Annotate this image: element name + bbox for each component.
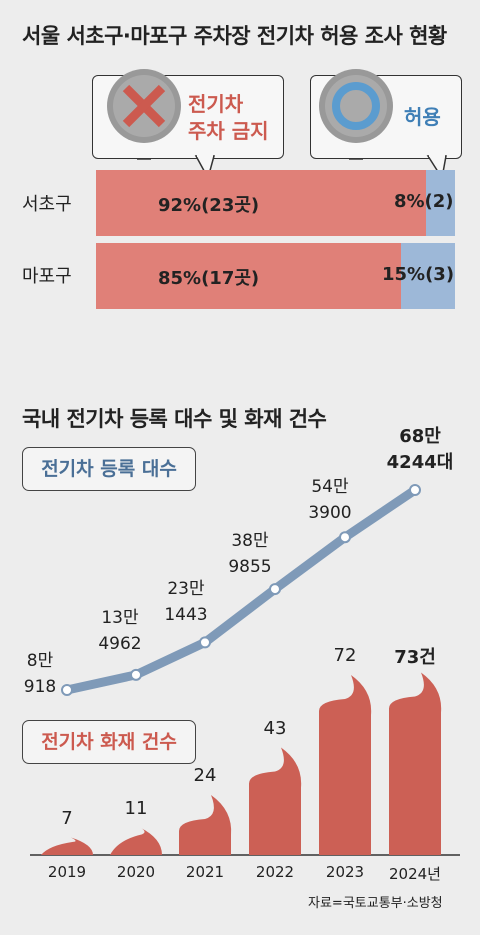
year-label-2020: 2020 <box>116 863 156 881</box>
legend-registrations: 전기차 등록 대수 <box>22 447 196 491</box>
bar-label-ban-mapo: 85%(17곳) <box>158 268 260 289</box>
fire-label-2020: 11 <box>124 797 148 819</box>
registration-label-2023: 54만 3900 <box>308 477 352 523</box>
fire-label-2022: 43 <box>263 717 287 739</box>
legend-fires: 전기차 화재 건수 <box>22 720 196 764</box>
registration-point-2021 <box>199 636 211 649</box>
bar-allow-mapo <box>401 243 455 309</box>
fire-bar-2023 <box>319 675 372 855</box>
registration-point-2023 <box>339 531 351 544</box>
registration-label-2022: 38만 9855 <box>228 531 272 577</box>
year-label-2024년: 2024년 <box>389 865 441 883</box>
fire-bar-2020 <box>110 827 162 855</box>
registration-label-2019: 8만 918 <box>23 651 57 697</box>
bar-label-allow-seocho: 8%(2) <box>394 191 454 212</box>
year-label-2023: 2023 <box>325 863 365 881</box>
year-label-2021: 2021 <box>185 863 225 881</box>
bar-ban-mapo <box>96 243 402 309</box>
fire-label-2019: 7 <box>61 807 73 829</box>
registration-line <box>62 485 420 695</box>
ban-label-line2: 주차 금지 <box>188 119 269 143</box>
chart-title-parking: 서울 서초구·마포구 주차장 전기차 허용 조사 현황 <box>22 24 447 48</box>
allow-sign-symbols <box>319 69 447 181</box>
bar-label-ban-seocho: 92%(23곳) <box>158 195 260 216</box>
fire-bar-2022 <box>249 747 302 855</box>
registration-label-2021: 23만 1443 <box>164 579 208 625</box>
row-label-mapo: 마포구 <box>22 266 72 287</box>
x-mark-icon <box>122 84 166 128</box>
registration-point-2020 <box>130 668 142 681</box>
fire-label-2024년: 73건 <box>394 646 436 668</box>
registration-label-2020: 13만 4962 <box>98 608 142 654</box>
fire-bar-2021 <box>179 795 232 855</box>
chart-title-ev: 국내 전기차 등록 대수 및 화재 건수 <box>22 407 327 431</box>
bar-ban-seocho <box>96 170 427 236</box>
source-note: 자료=국토교통부·소방청 <box>308 896 443 911</box>
year-label-2022: 2022 <box>255 863 295 881</box>
sign-symbols <box>107 69 215 180</box>
row-label-seocho: 서초구 <box>22 194 72 215</box>
fire-bar-2024년 <box>389 672 442 855</box>
bar-allow-seocho <box>426 170 455 236</box>
allow-label: 허용 <box>404 105 441 129</box>
fire-label-2021: 24 <box>193 765 217 786</box>
ban-label-line1: 전기차 <box>188 92 244 116</box>
bar-label-allow-mapo: 15%(3) <box>382 264 455 285</box>
registration-point-2022 <box>269 583 281 596</box>
circle-mark-icon <box>332 82 380 130</box>
registration-point-2024년 <box>409 484 421 496</box>
year-label-2019: 2019 <box>47 863 87 881</box>
fire-label-2023: 72 <box>333 645 357 666</box>
fire-bar-2019 <box>41 837 93 855</box>
registration-label-2024년: 68만 4244대 <box>386 426 454 473</box>
registration-point-2019 <box>61 684 73 696</box>
